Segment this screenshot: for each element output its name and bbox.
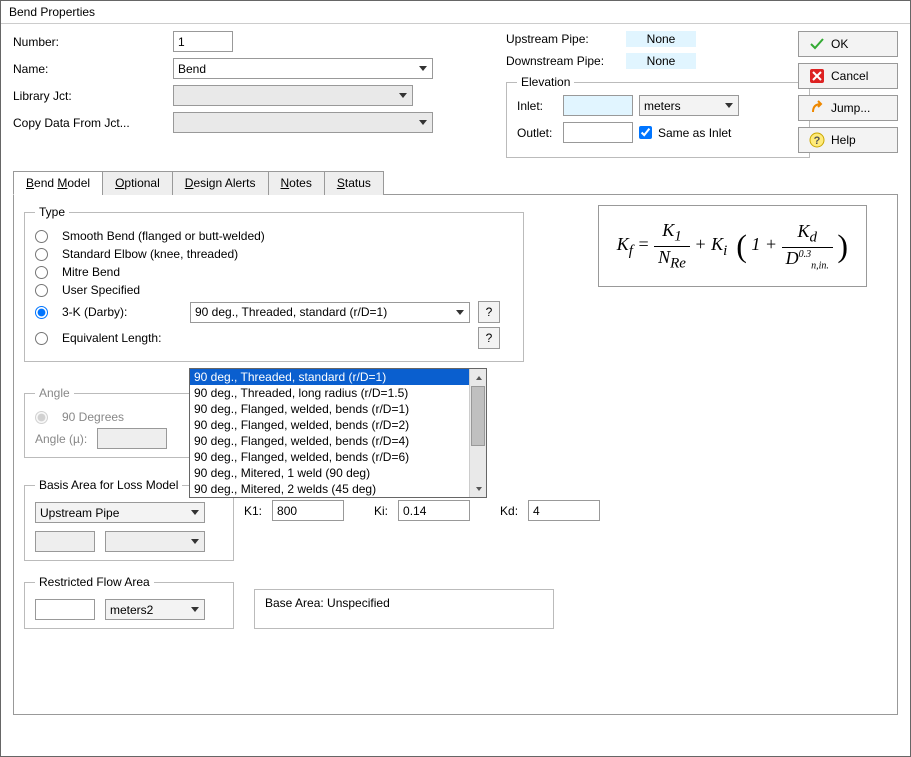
kd-input[interactable] <box>528 500 600 521</box>
outlet-input[interactable] <box>563 122 633 143</box>
radio-user[interactable]: User Specified <box>35 283 513 297</box>
help-button[interactable]: ? Help <box>798 127 898 153</box>
dropdown-item[interactable]: 90 deg., Mitered, 2 welds (45 deg) <box>190 481 486 497</box>
basis-extra-input <box>35 531 95 552</box>
scroll-up-icon[interactable] <box>470 369 487 386</box>
inlet-label: Inlet: <box>517 99 563 113</box>
same-as-inlet-check[interactable]: Same as Inlet <box>639 126 799 140</box>
same-as-inlet-label: Same as Inlet <box>658 126 731 140</box>
tab-strip: Bend Model Optional Design Alerts Notes … <box>13 170 898 195</box>
same-as-inlet-checkbox[interactable] <box>639 126 652 139</box>
ok-button[interactable]: OK <box>798 31 898 57</box>
library-combo[interactable] <box>173 85 413 106</box>
basis-extra-combo <box>105 531 205 552</box>
scroll-down-icon[interactable] <box>470 480 487 497</box>
radio-ninety <box>35 411 48 424</box>
upstream-label: Upstream Pipe: <box>506 32 626 46</box>
base-area-display: Base Area: Unspecified <box>254 589 554 629</box>
basis-combo[interactable]: Upstream Pipe <box>35 502 205 523</box>
tab-optional[interactable]: Optional <box>102 171 173 195</box>
cancel-button[interactable]: Cancel <box>798 63 898 89</box>
radio-smooth[interactable]: Smooth Bend (flanged or butt-welded) <box>35 229 513 243</box>
name-value: Bend <box>178 62 206 76</box>
downstream-label: Downstream Pipe: <box>506 54 626 68</box>
window: Bend Properties Number: Name: Bend Libra… <box>0 0 911 757</box>
tab-bend-model[interactable]: Bend Model <box>13 171 103 195</box>
basis-legend: Basis Area for Loss Model <box>35 478 182 492</box>
window-title: Bend Properties <box>1 1 910 23</box>
name-combo[interactable]: Bend <box>173 58 433 79</box>
restricted-input[interactable] <box>35 599 95 620</box>
help-icon: ? <box>809 132 825 148</box>
restricted-unit-combo[interactable]: meters2 <box>105 599 205 620</box>
tab-design-alerts[interactable]: Design Alerts <box>172 171 269 195</box>
radio-mitre[interactable]: Mitre Bend <box>35 265 513 279</box>
header-mid: Upstream Pipe: None Downstream Pipe: Non… <box>506 31 786 158</box>
name-label: Name: <box>13 62 173 76</box>
k1-label: K1: <box>244 504 262 518</box>
tab-body: Kf = K1NRe + Ki ( 1 + KdD0.3n,in. ) Type… <box>13 195 898 715</box>
type-legend: Type <box>35 205 69 219</box>
dropdown-item[interactable]: 90 deg., Flanged, welded, bends (r/D=2) <box>190 417 486 433</box>
kd-label: Kd: <box>500 504 518 518</box>
dropdown-item[interactable]: 90 deg., Flanged, welded, bends (r/D=6) <box>190 449 486 465</box>
k1-input[interactable] <box>272 500 344 521</box>
number-input[interactable] <box>173 31 233 52</box>
restricted-group: Restricted Flow Area meters2 <box>24 575 234 629</box>
inlet-input[interactable] <box>563 95 633 116</box>
angle-mu-input <box>97 428 167 449</box>
tab-notes[interactable]: Notes <box>268 171 325 195</box>
check-icon <box>809 36 825 52</box>
outlet-label: Outlet: <box>517 126 563 140</box>
dropdown-item[interactable]: 90 deg., Threaded, standard (r/D=1) <box>190 369 486 385</box>
formula-box: Kf = K1NRe + Ki ( 1 + KdD0.3n,in. ) <box>598 205 867 287</box>
elevation-group: Elevation Inlet: meters Outlet: Sam <box>506 75 810 158</box>
angle-mu-label: Angle (µ): <box>35 432 87 446</box>
threeK-help-button[interactable]: ? <box>478 301 500 323</box>
jump-arrow-icon <box>809 100 825 116</box>
dropdown-scrollbar[interactable] <box>469 369 486 497</box>
upstream-value: None <box>626 31 696 47</box>
equiv-help-button[interactable]: ? <box>478 327 500 349</box>
svg-text:?: ? <box>814 135 821 147</box>
ki-input[interactable] <box>398 500 470 521</box>
elevation-legend: Elevation <box>517 75 574 89</box>
type-group: Type Smooth Bend (flanged or butt-welded… <box>24 205 524 362</box>
restricted-legend: Restricted Flow Area <box>35 575 154 589</box>
radio-threeK[interactable]: 3-K (Darby): 90 deg., Threaded, standard… <box>35 301 513 323</box>
threeK-dropdown-list[interactable]: 90 deg., Threaded, standard (r/D=1)90 de… <box>189 368 487 498</box>
dropdown-item[interactable]: 90 deg., Mitered, 1 weld (90 deg) <box>190 465 486 481</box>
angle-legend: Angle <box>35 386 74 400</box>
radio-equiv[interactable]: Equivalent Length: ? <box>35 327 513 349</box>
button-column: OK Cancel Jump... ? Help <box>798 31 898 158</box>
header-left: Number: Name: Bend Library Jct: Copy Dat… <box>13 31 494 158</box>
ki-label: Ki: <box>374 504 388 518</box>
close-icon <box>809 68 825 84</box>
dropdown-item[interactable]: 90 deg., Flanged, welded, bends (r/D=1) <box>190 401 486 417</box>
copy-label: Copy Data From Jct... <box>13 116 173 130</box>
dropdown-item[interactable]: 90 deg., Threaded, long radius (r/D=1.5) <box>190 385 486 401</box>
dropdown-item[interactable]: 90 deg., Flanged, welded, bends (r/D=4) <box>190 433 486 449</box>
downstream-value: None <box>626 53 696 69</box>
inlet-unit: meters <box>644 99 681 113</box>
tab-status[interactable]: Status <box>324 171 384 195</box>
inlet-unit-combo[interactable]: meters <box>639 95 739 116</box>
jump-button[interactable]: Jump... <box>798 95 898 121</box>
copy-combo[interactable] <box>173 112 433 133</box>
library-label: Library Jct: <box>13 89 173 103</box>
scroll-thumb[interactable] <box>471 386 485 446</box>
threeK-combo[interactable]: 90 deg., Threaded, standard (r/D=1) <box>190 302 470 323</box>
number-label: Number: <box>13 35 173 49</box>
radio-standard[interactable]: Standard Elbow (knee, threaded) <box>35 247 513 261</box>
